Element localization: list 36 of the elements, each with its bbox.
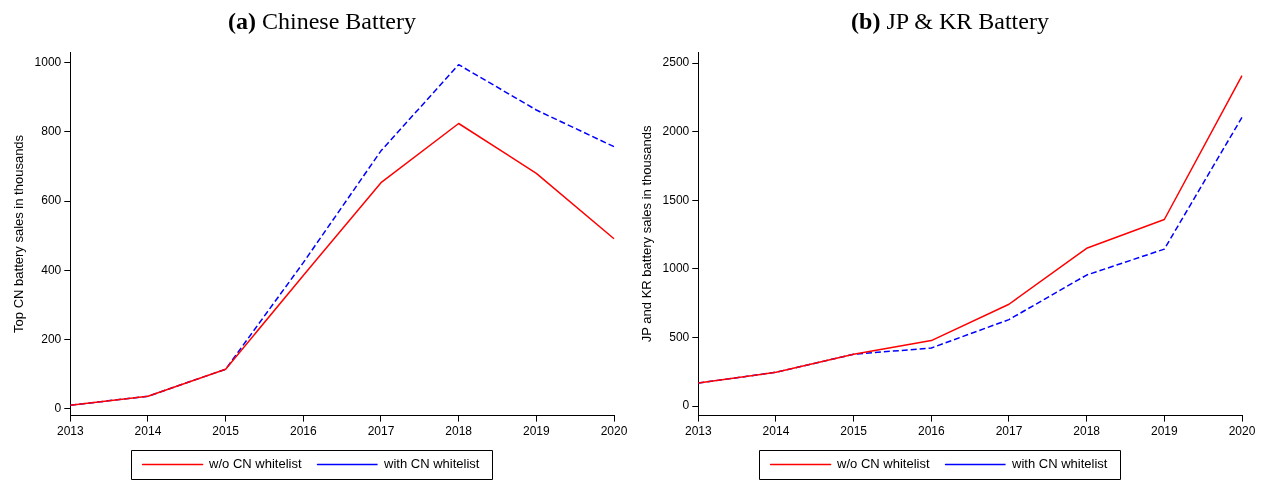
legend-label: w/o CN whitelist	[208, 456, 302, 472]
y-tick-label: 2500	[662, 55, 690, 70]
x-tick-label: 2014	[134, 424, 162, 439]
y-tick-label: 0	[54, 400, 62, 415]
legend-label: with CN whitelist	[1011, 456, 1108, 472]
y-tick-label: 800	[41, 124, 62, 139]
y-tick-label: 500	[669, 329, 690, 344]
y-tick-label: 1500	[662, 192, 690, 207]
chart-title: (b) JP & KR Battery	[851, 8, 1049, 34]
y-axis-title: JP and KR battery sales in thousands	[639, 125, 655, 343]
x-tick-label: 2020	[600, 424, 628, 439]
x-tick-label: 2013	[56, 424, 84, 439]
x-tick-label: 2017	[367, 424, 395, 439]
y-tick-label: 0	[682, 398, 690, 413]
legend-label: w/o CN whitelist	[836, 456, 930, 472]
legend-label: with CN whitelist	[383, 456, 480, 472]
x-tick-label: 2013	[684, 424, 712, 439]
x-tick-label: 2014	[762, 424, 790, 439]
x-tick-label: 2017	[995, 424, 1023, 439]
x-tick-label: 2015	[840, 424, 868, 439]
y-tick-label: 1000	[662, 261, 690, 276]
y-tick-label: 400	[41, 262, 62, 277]
x-tick-label: 2018	[445, 424, 473, 439]
y-tick-label: 600	[41, 193, 62, 208]
x-tick-label: 2016	[917, 424, 945, 439]
y-axis-title: Top CN battery sales in thousands	[11, 134, 27, 333]
x-tick-label: 2019	[1150, 424, 1178, 439]
y-tick-label: 2000	[662, 124, 690, 139]
x-tick-label: 2016	[289, 424, 317, 439]
x-tick-label: 2019	[522, 424, 550, 439]
x-tick-label: 2020	[1228, 424, 1256, 439]
x-tick-label: 2018	[1073, 424, 1101, 439]
chart-title: (a) Chinese Battery	[228, 8, 416, 34]
y-tick-label: 200	[41, 331, 62, 346]
x-tick-label: 2015	[212, 424, 240, 439]
y-tick-label: 1000	[34, 54, 62, 69]
